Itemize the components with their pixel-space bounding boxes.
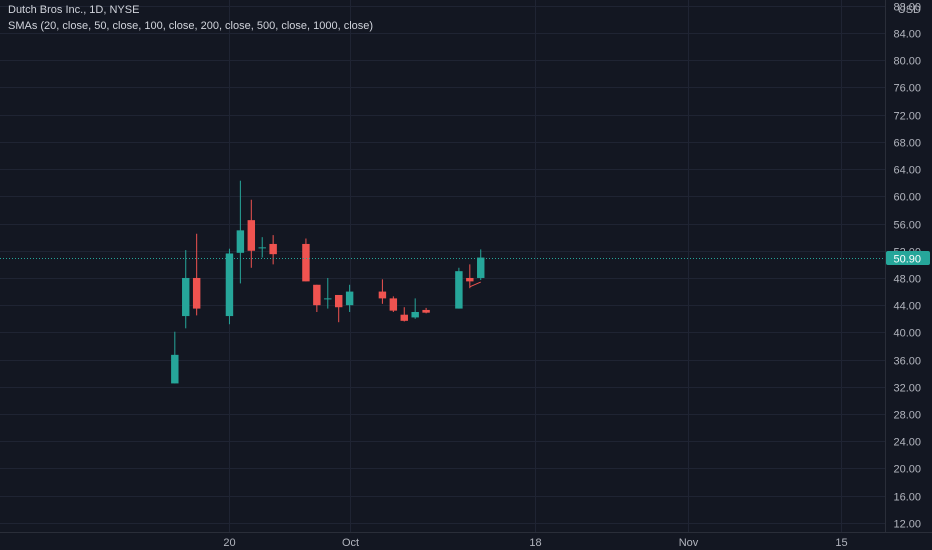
candle [422, 307, 430, 314]
candle-body [477, 257, 485, 278]
price-tick-label: 60.00 [893, 192, 921, 204]
candle [182, 250, 190, 329]
candle-body [389, 298, 398, 311]
currency-label: USD [898, 4, 921, 16]
candle [313, 284, 321, 312]
candle [411, 298, 419, 319]
price-tick-label: 84.00 [893, 29, 921, 41]
price-tick-label: 20.00 [893, 464, 921, 476]
candle [192, 233, 201, 316]
price-tick-label: 64.00 [893, 165, 921, 177]
price-tick-label: 24.00 [893, 437, 921, 449]
candle [171, 331, 179, 384]
symbol-title[interactable]: Dutch Bros Inc., 1D, NYSE [8, 4, 140, 16]
grid-lines [0, 0, 885, 532]
candle [302, 238, 310, 282]
candle [247, 199, 256, 268]
candle [269, 235, 277, 265]
candle-body [247, 220, 256, 251]
candle-body [455, 271, 463, 309]
sma-lines [469, 281, 481, 288]
candle-body [171, 354, 179, 384]
candle-body [302, 243, 310, 282]
price-tick-label: 76.00 [893, 83, 921, 95]
candle-body [334, 294, 343, 308]
time-tick-label: 20 [223, 537, 235, 549]
price-tick-label: 88.00 [893, 2, 921, 14]
indicator-legend[interactable]: SMAs (20, close, 50, close, 100, close, … [8, 20, 374, 32]
time-tick-label: 18 [529, 537, 541, 549]
time-tick-label: Oct [342, 537, 359, 549]
price-tick-label: 36.00 [893, 356, 921, 368]
candle [389, 296, 398, 312]
candle-body [313, 284, 321, 306]
time-axis[interactable]: 20 Oct 18 Nov 15 [223, 537, 847, 549]
price-tick-label: 56.00 [893, 220, 921, 232]
time-tick-label: 15 [835, 537, 847, 549]
candle-body [378, 291, 387, 299]
candle-body [324, 298, 332, 300]
candle-body [225, 253, 234, 317]
candle [236, 180, 245, 284]
price-tick-label: 16.00 [893, 492, 921, 504]
candle [378, 279, 387, 304]
candle-body [422, 309, 430, 313]
candle [477, 249, 485, 281]
candle-body [269, 243, 277, 255]
candle [400, 307, 408, 322]
candle [345, 284, 354, 312]
candle-body [192, 277, 201, 309]
price-tick-label: 48.00 [893, 274, 921, 286]
price-tick-label: 12.00 [893, 519, 921, 531]
candle [324, 277, 332, 309]
candle-body [258, 247, 266, 249]
candle-body [411, 311, 419, 318]
price-tick-label: 80.00 [893, 56, 921, 68]
candle [225, 248, 234, 325]
sma-line [469, 281, 481, 288]
price-tick-label: 72.00 [893, 111, 921, 123]
last-price-badge: 50.90 [886, 251, 930, 266]
price-tick-label: 28.00 [893, 410, 921, 422]
candle-body [236, 230, 245, 253]
price-tick-label: 68.00 [893, 138, 921, 150]
candle [466, 264, 474, 289]
candle [258, 237, 266, 258]
candle-body [400, 314, 408, 321]
candle [455, 267, 463, 309]
price-tick-label: 44.00 [893, 301, 921, 313]
last-price-label: 50.90 [893, 254, 921, 266]
price-tick-label: 40.00 [893, 328, 921, 340]
candle [334, 294, 343, 323]
candles-group [171, 180, 485, 384]
candle-body [466, 277, 474, 282]
time-tick-label: Nov [679, 537, 699, 549]
candle-body [182, 277, 190, 317]
chart-legend: Dutch Bros Inc., 1D, NYSE SMAs (20, clos… [8, 2, 373, 34]
price-tick-label: 32.00 [893, 383, 921, 395]
candle-body [345, 291, 354, 306]
